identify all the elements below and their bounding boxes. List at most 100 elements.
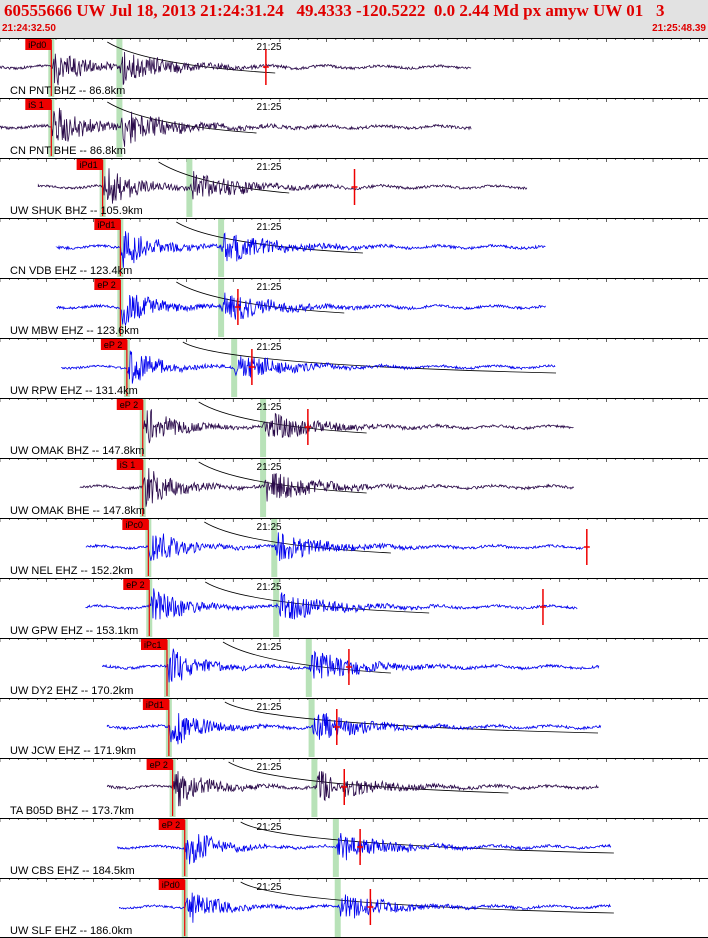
pick-label: eP 2 <box>104 340 122 350</box>
pick-box <box>25 99 52 110</box>
station-label: UW DY2 EHZ -- 170.2km <box>10 685 133 697</box>
station-label: CN PNT BHE -- 86.8km <box>10 145 126 157</box>
station-panel: 21:25 eP 2 UW OMAK BHZ -- 147.8km <box>0 398 708 457</box>
pick-box <box>94 279 121 290</box>
minute-label: 21:25 <box>257 702 282 713</box>
s-window-band <box>260 459 267 517</box>
station-label: UW SLF EHZ -- 186.0km <box>10 925 132 937</box>
waveform-trace <box>118 892 612 923</box>
station-label: CN VDB EHZ -- 123.4km <box>10 265 132 277</box>
waveform-trace <box>106 771 599 807</box>
minute-label: 21:25 <box>257 222 282 233</box>
pick-box <box>158 879 185 890</box>
coda-curve <box>182 341 557 374</box>
minute-label: 21:25 <box>257 822 282 833</box>
pick-label: eP 2 <box>120 400 138 410</box>
pick-label: iPd1 <box>146 700 164 710</box>
s-window-band <box>273 579 280 637</box>
s-window-band <box>116 99 123 157</box>
s-window-band <box>334 879 341 937</box>
station-label: UW OMAK BHZ -- 147.8km <box>10 445 144 457</box>
pick-label: iPc0 <box>125 520 143 530</box>
station-panel: 21:25 iPd0 UW SLF EHZ -- 186.0km <box>0 878 708 937</box>
window-start-time: 21:24:32.50 <box>2 23 56 34</box>
pick-box <box>116 399 143 410</box>
station-label: UW MBW EHZ -- 123.6km <box>10 325 139 337</box>
waveform-trace <box>79 468 575 507</box>
waveform-trace <box>117 833 612 865</box>
pick-label: eP 2 <box>126 580 144 590</box>
minute-label: 21:25 <box>257 762 282 773</box>
station-label: TA B05D BHZ -- 173.7km <box>10 805 134 817</box>
station-panel: 21:25 iPd1 UW SHUK BHZ -- 105.9km <box>0 158 708 217</box>
station-panel: 21:25 eP 2 UW GPW EHZ -- 153.1km <box>0 578 708 637</box>
s-window-band <box>116 39 123 97</box>
minute-label: 21:25 <box>257 102 282 113</box>
pick-label: iS 1 <box>120 460 136 470</box>
pick-box <box>94 219 121 230</box>
station-panel: 21:25 iPd1 CN VDB EHZ -- 123.4km <box>0 218 708 277</box>
pick-label: eP 2 <box>162 820 180 830</box>
coda-curve <box>107 41 276 74</box>
pick-box <box>146 759 173 770</box>
station-label: UW NEL EHZ -- 152.2km <box>10 565 133 577</box>
coda-curve <box>204 521 391 554</box>
pick-box <box>100 339 127 350</box>
s-window-band <box>311 759 318 817</box>
minute-label: 21:25 <box>257 882 282 893</box>
station-panel: 21:25 iPc1 UW DY2 EHZ -- 170.2km <box>0 638 708 697</box>
station-label: UW CBS EHZ -- 184.5km <box>10 865 135 877</box>
minute-label: 21:25 <box>257 42 282 53</box>
minute-label: 21:25 <box>257 462 282 473</box>
waveform-trace <box>106 713 602 745</box>
waveform-trace <box>55 231 546 268</box>
header-bar: 60555666 UW Jul 18, 2013 21:24:31.24 49.… <box>0 0 708 38</box>
waveform-trace <box>85 588 578 620</box>
station-label: CN PNT BHZ -- 86.8km <box>10 85 125 97</box>
minute-label: 21:25 <box>257 582 282 593</box>
minute-label: 21:25 <box>257 522 282 533</box>
station-panel: 21:25 eP 2 TA B05D BHZ -- 173.7km <box>0 758 708 817</box>
pick-label: eP 2 <box>97 280 115 290</box>
pick-label: iPd0 <box>162 880 180 890</box>
minute-label: 21:25 <box>257 642 282 653</box>
window-end-time: 21:25:48.39 <box>652 23 706 34</box>
seismogram-plot: 21:25 iPd0 CN PNT BHZ -- 86.8km 21:25 iS 1 CN… <box>0 38 708 938</box>
s-window-band <box>308 699 315 757</box>
station-panel: 21:25 eP 2 UW CBS EHZ -- 184.5km <box>0 818 708 877</box>
s-window-band <box>231 339 238 397</box>
pick-box <box>158 819 185 830</box>
minute-label: 21:25 <box>257 282 282 293</box>
station-panel: 21:25 eP 2 UW RPW EHZ -- 131.4km <box>0 338 708 397</box>
s-window-band <box>260 399 267 457</box>
station-panel: 21:25 iPd0 CN PNT BHZ -- 86.8km <box>0 38 708 97</box>
pick-box <box>123 579 150 590</box>
minute-label: 21:25 <box>257 402 282 413</box>
pick-label: iPd1 <box>80 160 98 170</box>
pick-box <box>76 159 103 170</box>
waveform-trace <box>0 107 472 147</box>
pick-box <box>142 699 169 710</box>
waveform-trace <box>102 648 600 683</box>
station-label: UW SHUK BHZ -- 105.9km <box>10 205 143 217</box>
pick-box <box>25 39 52 50</box>
pick-label: iPc1 <box>144 640 162 650</box>
coda-curve <box>198 461 367 494</box>
pick-label: iPd1 <box>97 220 115 230</box>
station-label: UW GPW EHZ -- 153.1km <box>10 625 138 637</box>
coda-curve <box>176 221 363 254</box>
waveform-trace <box>37 168 528 204</box>
minute-label: 21:25 <box>257 342 282 353</box>
waveform-trace <box>0 51 472 86</box>
station-panel: 21:25 eP 2 UW MBW EHZ -- 123.6km <box>0 278 708 337</box>
waveform-trace <box>61 350 556 384</box>
coda-curve <box>222 641 391 674</box>
station-panel: 21:25 iS 1 CN PNT BHE -- 86.8km <box>0 98 708 157</box>
station-label: UW JCW EHZ -- 171.9km <box>10 745 136 757</box>
coda-curve <box>107 101 257 134</box>
waveform-trace <box>85 532 584 562</box>
s-window-band <box>271 519 278 577</box>
waveform-trace <box>56 292 546 327</box>
pick-box <box>116 459 143 470</box>
coda-curve <box>198 401 367 434</box>
